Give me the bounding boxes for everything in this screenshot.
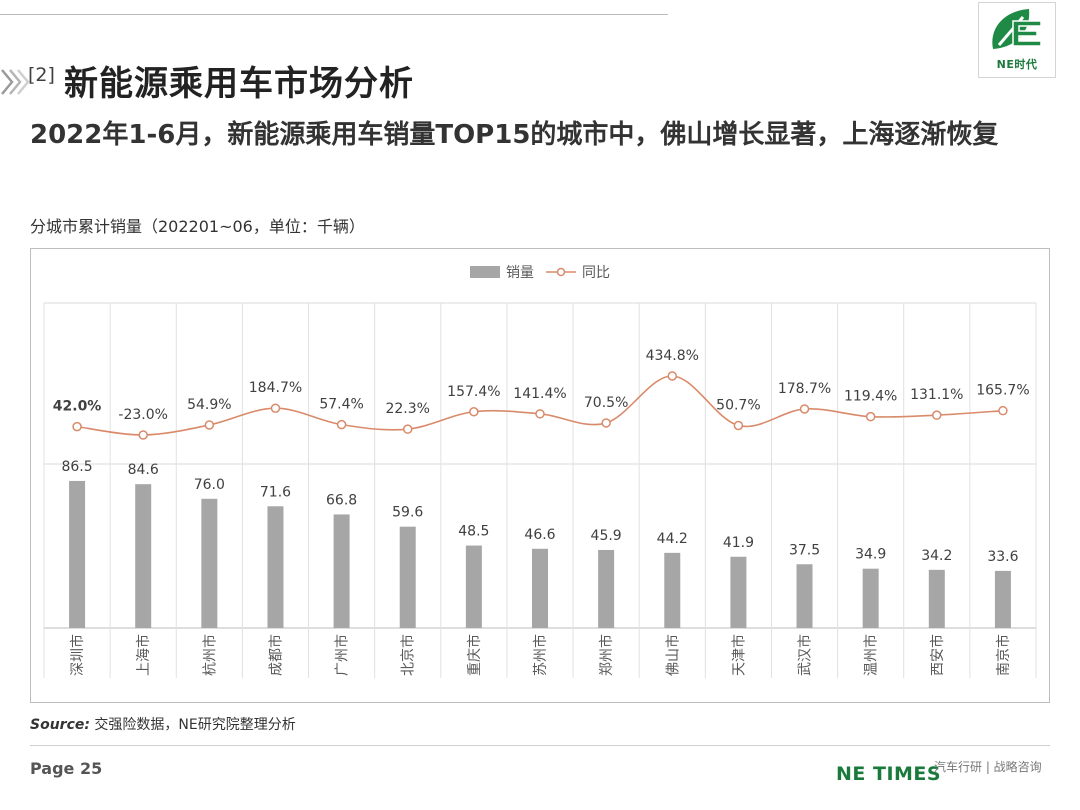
bar-value-label: 48.5 <box>458 524 489 540</box>
bar <box>465 545 482 628</box>
ne-times-logo: NE时代 <box>978 2 1056 78</box>
leaf-e-icon <box>992 9 1042 49</box>
yoy-point <box>270 403 281 413</box>
yoy-point <box>601 418 611 428</box>
bar-value-label: 34.9 <box>855 547 886 563</box>
bar <box>730 556 747 628</box>
bar-value-label: 37.5 <box>789 542 820 558</box>
yoy-value-label: 54.9% <box>187 397 231 413</box>
yoy-value-label: 50.7% <box>716 398 760 414</box>
category-label: 天津市 <box>730 634 747 676</box>
legend-label-sales: 销量 <box>506 265 534 281</box>
bar <box>928 569 945 628</box>
yoy-point <box>469 407 479 417</box>
logo-text: NE时代 <box>996 58 1038 71</box>
bar <box>135 484 152 628</box>
bottom-divider <box>30 745 1050 746</box>
yoy-point <box>932 410 942 420</box>
yoy-point <box>667 371 678 381</box>
category-label: 佛山市 <box>664 634 681 676</box>
yoy-value-label: 141.4% <box>513 386 566 402</box>
category-label: 深圳市 <box>69 634 86 676</box>
section-number: [2] <box>28 64 55 86</box>
legend-swatch-sales <box>470 266 500 278</box>
bar <box>598 549 615 628</box>
category-label: 重庆市 <box>466 634 483 676</box>
chart-caption: 分城市累计销量（202201~06，单位：千辆） <box>30 217 365 236</box>
yoy-value-label: 22.3% <box>385 401 429 417</box>
yoy-value-label: 184.7% <box>249 380 302 396</box>
category-label: 苏州市 <box>532 634 549 676</box>
bar <box>664 552 681 628</box>
bar-value-label: 46.6 <box>524 527 555 543</box>
yoy-value-label: 131.1% <box>910 387 963 403</box>
yoy-value-label: 178.7% <box>778 381 831 397</box>
legend-marker-yoy <box>556 267 566 277</box>
brand-name: NE TIMES <box>836 763 942 785</box>
category-label: 成都市 <box>267 634 284 676</box>
yoy-value-label: 42.0% <box>53 399 102 415</box>
yoy-value-label: -23.0% <box>118 407 168 423</box>
bar-value-label: 34.2 <box>921 548 952 564</box>
yoy-value-label: 57.4% <box>319 397 363 413</box>
bar-value-label: 33.6 <box>987 549 1018 565</box>
category-label: 温州市 <box>863 634 880 676</box>
category-label: 北京市 <box>400 634 417 676</box>
yoy-point <box>733 420 744 431</box>
bar-value-label: 44.2 <box>657 531 688 547</box>
bar <box>796 564 813 628</box>
bar-value-label: 41.9 <box>723 535 754 551</box>
yoy-value-label: 119.4% <box>844 389 897 405</box>
yoy-point <box>402 424 413 434</box>
yoy-point <box>72 421 82 432</box>
bar-value-label: 84.6 <box>128 462 159 478</box>
category-label: 杭州市 <box>201 634 218 676</box>
category-label: 南京市 <box>995 634 1012 676</box>
bar-value-label: 71.6 <box>260 484 291 500</box>
category-label: 广州市 <box>334 634 351 676</box>
category-label: 武汉市 <box>797 634 814 676</box>
yoy-point <box>138 430 148 440</box>
bar <box>201 498 218 628</box>
city-sales-chart: 销量 同比 86.5 84.6 76.0 71.6 66.8 59.6 48.5 46.6 45.9… <box>43 265 1037 678</box>
yoy-point <box>336 419 347 430</box>
yoy-value-label: 165.7% <box>976 383 1029 399</box>
bar-value-label: 76.0 <box>194 477 225 493</box>
page-number: Page 25 <box>30 759 103 778</box>
yoy-point <box>535 409 545 419</box>
legend-label-yoy: 同比 <box>582 265 610 281</box>
page-headline: 2022年1-6月，新能源乘用车销量TOP15的城市中，佛山增长显著，上海逐渐恢… <box>30 120 999 150</box>
source-text: 交强险数据，NE研究院整理分析 <box>89 717 296 733</box>
yoy-value-label: 434.8% <box>646 348 699 364</box>
bar <box>532 548 548 628</box>
brand-tagline: 汽车行研 | 战略咨询 <box>934 760 1042 774</box>
source-note: Source: 交强险数据，NE研究院整理分析 <box>30 714 296 734</box>
yoy-value-label: 70.5% <box>584 395 628 411</box>
bar-value-label: 59.6 <box>392 505 423 521</box>
bar <box>862 568 879 628</box>
category-label: 上海市 <box>135 634 152 676</box>
bar <box>399 526 416 628</box>
yoy-point <box>998 405 1008 416</box>
chart-frame <box>30 248 1050 703</box>
bar-value-label: 45.9 <box>591 528 622 544</box>
yoy-value-label: 157.4% <box>447 384 500 400</box>
yoy-point <box>204 420 215 430</box>
bar <box>994 570 1011 628</box>
bar <box>267 506 284 628</box>
source-label: Source: <box>30 717 90 733</box>
category-label: 西安市 <box>929 634 946 676</box>
bar-value-label: 66.8 <box>326 492 357 508</box>
yoy-point <box>799 404 810 414</box>
bar <box>333 514 350 628</box>
section-title: 新能源乘用车市场分析 <box>64 64 414 104</box>
chevron-right-icon <box>1 69 30 95</box>
category-label: 郑州市 <box>598 634 615 676</box>
top-divider <box>0 14 668 15</box>
bar-value-label: 86.5 <box>61 459 92 475</box>
bar <box>69 480 86 628</box>
yoy-point <box>865 411 876 422</box>
